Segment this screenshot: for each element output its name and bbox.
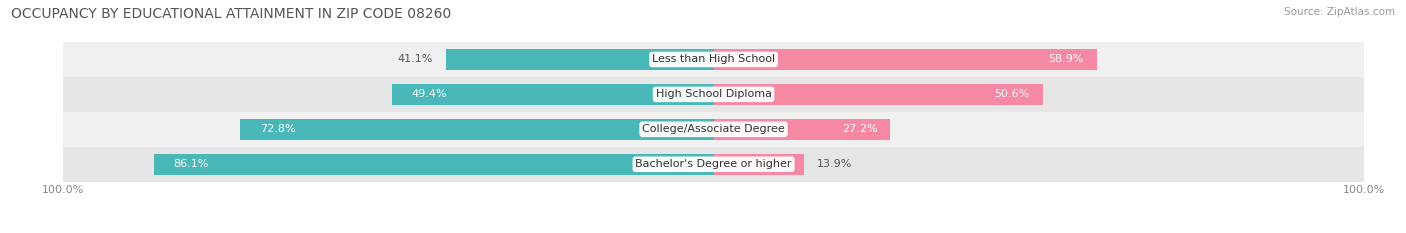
Bar: [713, 154, 804, 175]
Text: 27.2%: 27.2%: [842, 124, 877, 134]
Text: 13.9%: 13.9%: [817, 159, 852, 169]
Text: 72.8%: 72.8%: [260, 124, 295, 134]
Bar: [63, 42, 1364, 77]
Bar: [240, 119, 713, 140]
Text: OCCUPANCY BY EDUCATIONAL ATTAINMENT IN ZIP CODE 08260: OCCUPANCY BY EDUCATIONAL ATTAINMENT IN Z…: [11, 7, 451, 21]
Text: 49.4%: 49.4%: [412, 89, 447, 99]
Text: 41.1%: 41.1%: [398, 55, 433, 64]
Text: College/Associate Degree: College/Associate Degree: [643, 124, 785, 134]
Text: 86.1%: 86.1%: [173, 159, 208, 169]
Text: Less than High School: Less than High School: [652, 55, 775, 64]
Bar: [713, 119, 890, 140]
Text: 50.6%: 50.6%: [994, 89, 1029, 99]
Text: 58.9%: 58.9%: [1047, 55, 1084, 64]
Text: Bachelor's Degree or higher: Bachelor's Degree or higher: [636, 159, 792, 169]
Text: Source: ZipAtlas.com: Source: ZipAtlas.com: [1284, 7, 1395, 17]
Bar: [713, 84, 1043, 105]
Bar: [446, 49, 713, 70]
Bar: [392, 84, 713, 105]
Bar: [63, 147, 1364, 182]
Bar: [153, 154, 713, 175]
Text: High School Diploma: High School Diploma: [655, 89, 772, 99]
Bar: [63, 112, 1364, 147]
Bar: [63, 77, 1364, 112]
Bar: [713, 49, 1097, 70]
